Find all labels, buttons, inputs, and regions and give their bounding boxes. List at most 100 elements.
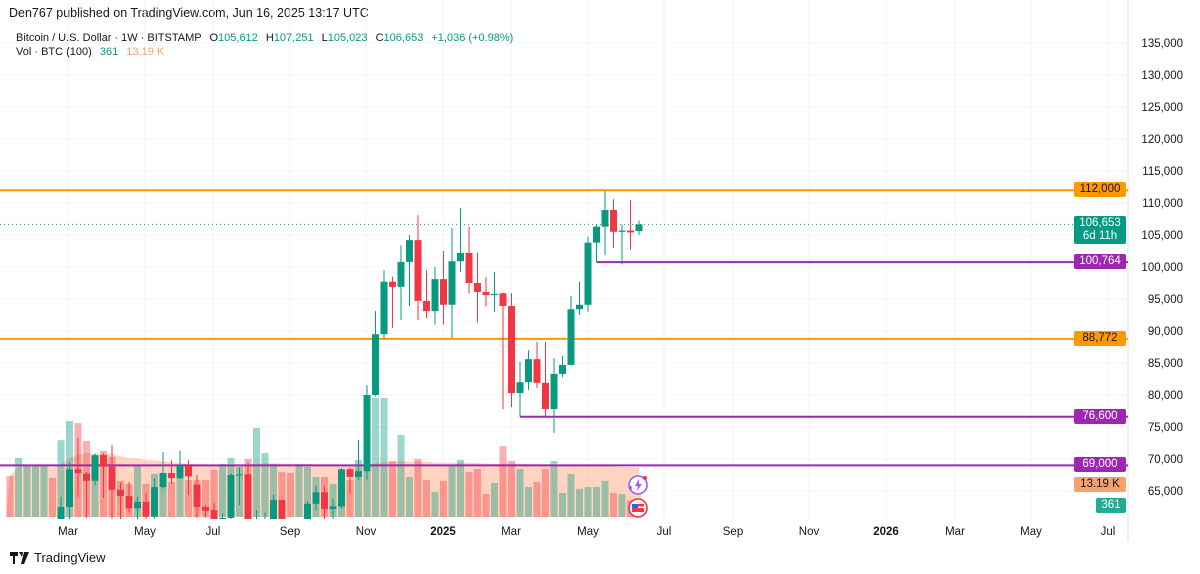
volume-bar <box>499 446 507 517</box>
candle-body <box>389 281 396 287</box>
lightning-sparkle-icon[interactable] <box>628 475 648 495</box>
volume-label: 361 <box>1096 498 1126 513</box>
chart-legend: Bitcoin / U.S. Dollar · 1W · BITSTAMP O1… <box>16 31 513 59</box>
volume-bar <box>448 465 456 517</box>
candle-body <box>244 474 252 519</box>
time-tick-label: Mar <box>945 526 965 538</box>
volume-bar <box>372 398 379 517</box>
candle-body <box>176 466 184 479</box>
volume-bar <box>576 488 583 517</box>
candle-body <box>457 252 464 262</box>
volume-bar <box>406 477 413 517</box>
candle-body <box>142 501 150 517</box>
horizontal-levels <box>0 189 1128 467</box>
candle-body <box>363 395 371 472</box>
candle-body <box>278 499 286 519</box>
candle-body <box>193 484 201 507</box>
time-tick-label: Jul <box>1101 526 1116 538</box>
candle-body <box>559 364 566 374</box>
price-label-100764: 100,764 <box>1074 254 1126 270</box>
candle-body <box>74 469 82 474</box>
volume-bar <box>134 464 141 517</box>
volume-bar <box>219 464 226 517</box>
volume-bar <box>389 461 396 517</box>
candle-body <box>355 471 362 477</box>
price-tick-label: 105,000 <box>1141 230 1183 242</box>
volume-ma-fill <box>6 453 643 517</box>
volume-bar <box>397 434 405 517</box>
volume-bar <box>261 453 269 517</box>
low-value: 105,023 <box>327 32 368 44</box>
candle-body <box>159 473 167 488</box>
volume-bar <box>601 480 609 517</box>
time-tick-label: May <box>1020 526 1042 538</box>
us-flag-icon[interactable] <box>628 498 648 518</box>
volume-bar <box>295 464 303 517</box>
candle-body <box>431 279 439 312</box>
time-tick-label: 2025 <box>430 526 456 538</box>
price-tick-label: 120,000 <box>1141 134 1183 146</box>
candle-body <box>465 252 473 283</box>
open-value: 105,612 <box>218 32 258 44</box>
volume-bar <box>278 472 286 517</box>
brand-name: TradingView <box>34 550 106 565</box>
price-tick-label: 65,000 <box>1148 486 1183 498</box>
candles <box>57 190 643 519</box>
current-price-value: 106,653 <box>1079 217 1121 230</box>
bar-countdown: 6d 11h <box>1082 230 1118 243</box>
time-tick-label: May <box>577 526 599 538</box>
volume-bar <box>40 464 48 517</box>
time-tick-label: Jul <box>206 526 221 538</box>
candle-body <box>83 473 90 481</box>
volume-bar <box>542 469 549 517</box>
candle-body <box>635 224 643 232</box>
volume-bar <box>168 481 175 517</box>
price-tick-label: 130,000 <box>1141 70 1183 82</box>
candle-body <box>312 492 320 504</box>
volume-bar <box>593 487 600 517</box>
volume-bar <box>32 464 39 517</box>
candle-body <box>168 473 175 479</box>
volume-bar <box>380 398 388 517</box>
tradingview-logo[interactable]: TradingView <box>10 550 106 565</box>
candle-body <box>380 281 388 335</box>
volume-bar <box>440 480 447 517</box>
price-tick-label: 135,000 <box>1141 38 1183 50</box>
volume-bar <box>23 464 31 517</box>
candle-body <box>227 475 235 518</box>
volume-bar <box>508 461 515 517</box>
candle-body <box>117 489 124 497</box>
volume-indicator-label[interactable]: Vol · BTC (100) <box>16 46 92 58</box>
candle-body <box>525 359 532 383</box>
open-label: O <box>209 32 219 44</box>
candle-body <box>134 501 141 509</box>
close-value: 106,653 <box>383 32 424 44</box>
time-tick-label: Jul <box>657 526 672 538</box>
candle-body <box>338 469 345 507</box>
time-axis[interactable]: Mar May Jul Sep Nov 2025 Mar May Jul Sep Nov 2026 Ma… <box>58 526 1115 538</box>
price-label-112000: 112,000 <box>1074 182 1126 198</box>
candle-body <box>185 466 192 477</box>
published-caption: Den767 published on TradingView.com, Jun… <box>9 6 369 20</box>
symbol-label[interactable]: Bitcoin / U.S. Dollar · 1W · BITSTAMP <box>16 32 202 44</box>
candle-body <box>440 279 447 305</box>
volume-bar <box>253 427 260 517</box>
volume-bar <box>610 493 617 517</box>
candle-body <box>406 240 413 262</box>
candle-body <box>397 261 405 287</box>
tradingview-logo-icon <box>10 551 29 564</box>
volume-bar <box>270 464 277 517</box>
candle-body <box>448 261 456 305</box>
price-axis[interactable]: 135,000 130,000 125,000 120,000 115,000 110,0… <box>1141 38 1183 498</box>
candle-body <box>533 359 541 383</box>
volume-bar <box>457 459 464 517</box>
candle-body <box>304 503 311 519</box>
price-tick-label: 75,000 <box>1148 422 1183 434</box>
candle-body <box>219 517 226 519</box>
price-tick-label: 80,000 <box>1148 390 1183 402</box>
candle-body <box>236 474 243 476</box>
change-value: +1,036 (+0.98%) <box>431 32 514 44</box>
candle-body <box>414 240 422 301</box>
volume-ma-value: 13.19 K <box>126 46 165 58</box>
